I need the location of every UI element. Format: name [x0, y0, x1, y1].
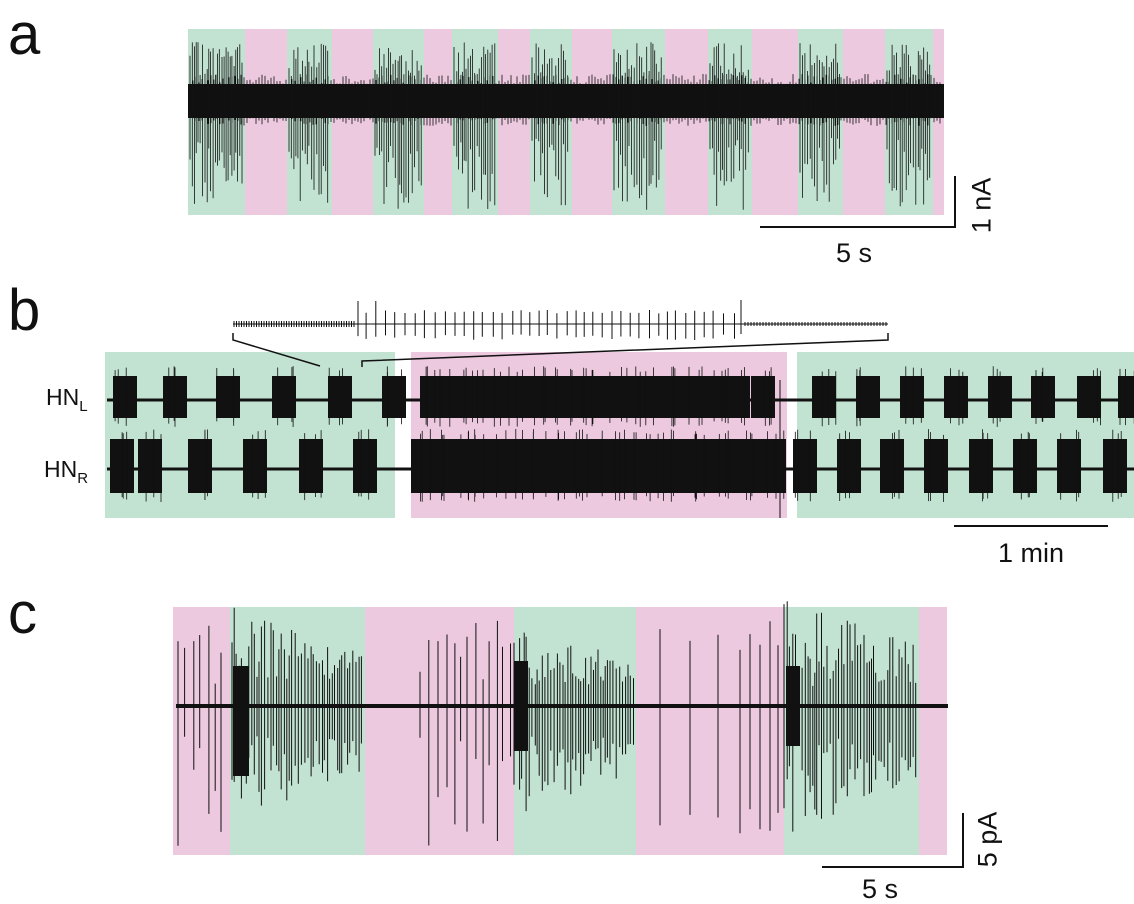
hn-left-spikes [114, 366, 1134, 427]
recording-traces [107, 42, 1134, 846]
hn-left-burst [658, 376, 682, 418]
panel-c-band-pink [636, 607, 784, 855]
hn-left-burst [328, 376, 352, 418]
hn-left-burst [1118, 376, 1134, 418]
panel-c-burst-core [514, 661, 528, 751]
hn-right-burst [1013, 439, 1037, 493]
hn-right-burst [626, 439, 650, 493]
trace-label-hn-left: HNL [46, 384, 88, 415]
hn-left-burst [570, 376, 594, 418]
hn-left-burst [703, 376, 727, 418]
hn-left-burst [726, 376, 750, 418]
panel-a-band [933, 29, 944, 215]
panel-c-time-scale-label: 5 s [862, 874, 899, 904]
hn-right-burst [516, 439, 540, 493]
hn-left-burst [944, 376, 968, 418]
hn-right-burst [188, 439, 212, 493]
hn-right-burst [837, 439, 861, 493]
scale-bars [760, 176, 1108, 868]
hn-left-burst [548, 376, 572, 418]
hn-right-burst [671, 439, 695, 493]
panel-a-time-scale-label: 5 s [836, 238, 873, 268]
panel-a-band [885, 29, 933, 215]
panel-a-band [424, 29, 452, 215]
panel-a-band [287, 29, 332, 215]
hn-left-burst [504, 376, 528, 418]
panel-a-band [665, 29, 708, 215]
trace-label-hn-right: HNR [44, 456, 89, 487]
panel-a-band [245, 29, 287, 215]
panel-b-inset-connector-right [361, 333, 889, 367]
panel-c-band-pink [365, 607, 514, 855]
hn-left-burst [272, 376, 296, 418]
hn-right-burst [969, 439, 993, 493]
hn-left-burst [527, 376, 551, 418]
panel-c-burst-core [233, 666, 249, 776]
hn-right-burst [243, 439, 267, 493]
hn-right-burst [880, 439, 904, 493]
panel-c-spikes [177, 601, 917, 846]
hn-left-burst [681, 376, 705, 418]
hn-right-burst [1103, 439, 1127, 493]
hn-left-burst [636, 376, 660, 418]
panel-a-band [843, 29, 885, 215]
panel-b-inset-connector-left [232, 333, 321, 367]
hn-left-burst [440, 376, 464, 418]
hn-right-burst [138, 439, 162, 493]
hn-left-burst [216, 376, 240, 418]
hn-left-burst [592, 376, 616, 418]
panel-a-band [572, 29, 612, 215]
hn-right-spikes [121, 429, 1122, 502]
panel-a-spikes [189, 42, 941, 210]
panel-a-amp-scale-label: 1 nA [966, 177, 997, 234]
hn-left-burst [812, 376, 836, 418]
panel-b-time-scale-label: 1 min [998, 538, 1065, 568]
panel-c-burst-core [786, 666, 800, 746]
hn-left-burst [382, 376, 406, 418]
hn-right-burst [924, 439, 948, 493]
panel-a-band [332, 29, 373, 215]
panel-a-band [752, 29, 798, 215]
hn-right-burst [560, 439, 584, 493]
panel-c-amp-scale-label: 5 pA [972, 811, 1003, 868]
panel-b-inset-trace [233, 300, 888, 340]
hn-right-burst [793, 439, 817, 493]
panel-c-band-green [514, 607, 636, 855]
panel-c-band-pink [919, 607, 947, 855]
hn-left-burst [900, 376, 924, 418]
hn-right-burst [299, 439, 323, 493]
hn-right-burst [648, 439, 672, 493]
panel-a-band [612, 29, 665, 215]
panel-letter-c: c [8, 581, 37, 646]
hn-left-burst [113, 376, 137, 418]
hn-right-burst [353, 439, 377, 493]
panel-letter-a: a [8, 2, 41, 67]
panel-a-band [498, 29, 530, 215]
panel-letter-b: b [8, 278, 41, 343]
hn-left-burst [613, 376, 637, 418]
hn-right-burst [762, 439, 786, 493]
panel-c-band-green [230, 607, 365, 855]
